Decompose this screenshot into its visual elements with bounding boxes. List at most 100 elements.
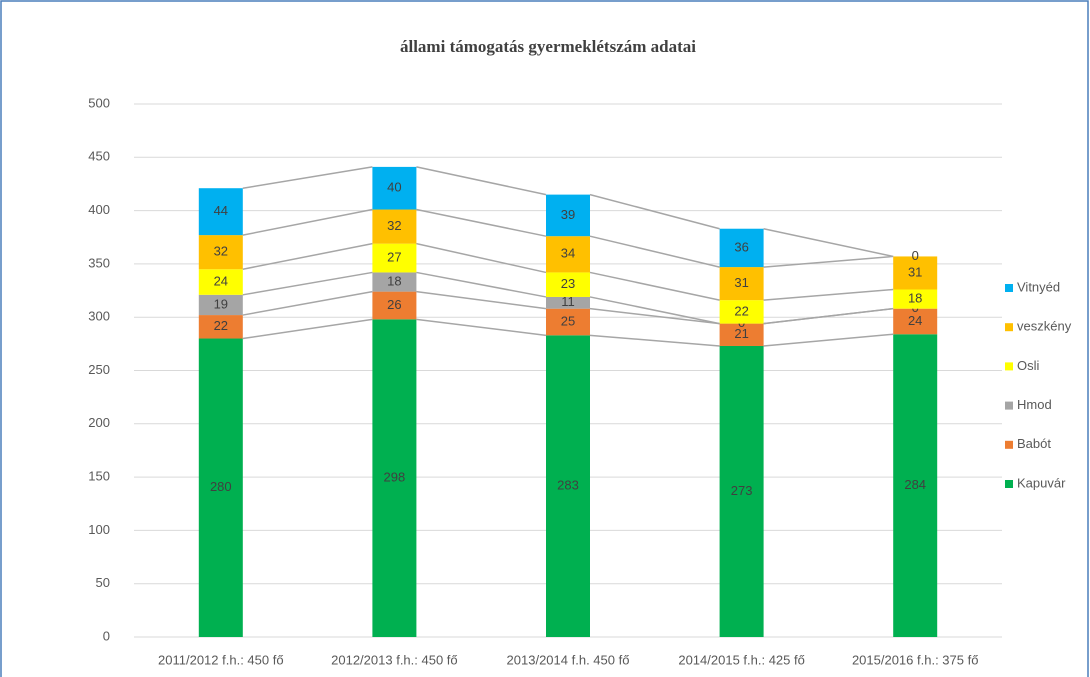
series-line <box>589 271 720 301</box>
bar-segment <box>719 300 764 324</box>
data-label: 19 <box>214 296 228 311</box>
data-label: 34 <box>561 246 575 261</box>
bar-segment <box>546 296 590 309</box>
bar-segment <box>372 166 417 210</box>
y-tick-label: 400 <box>88 202 110 217</box>
data-label: 11 <box>561 294 575 309</box>
series-line <box>589 296 720 325</box>
series-line <box>589 307 720 325</box>
legend-swatch <box>1005 323 1013 332</box>
legend-swatch <box>1005 284 1013 292</box>
y-tick-label: 150 <box>88 469 110 484</box>
bar-segment <box>719 323 764 346</box>
chart-title: állami támogatás gyermeklétszám adatai <box>400 37 696 56</box>
bar-segment <box>893 256 938 290</box>
series-line <box>763 333 894 347</box>
x-tick-label: 2014/2015 f.h.: 425 fő <box>678 652 805 667</box>
bar-segment <box>893 334 938 637</box>
data-label: 18 <box>908 291 922 306</box>
series-line <box>763 255 894 268</box>
y-tick-label: 450 <box>88 149 110 164</box>
series-line <box>242 290 373 316</box>
data-label: 273 <box>731 483 753 498</box>
bar-segment <box>546 308 590 336</box>
series-line <box>242 271 373 296</box>
series-line <box>763 288 894 301</box>
data-label: 22 <box>734 303 748 318</box>
legend-label: Vitnyéd <box>1017 279 1060 294</box>
y-tick-label: 200 <box>88 415 110 430</box>
series-line <box>589 235 720 268</box>
data-label: 0 <box>912 248 919 263</box>
data-label: 23 <box>561 276 575 291</box>
y-tick-label: 500 <box>88 95 110 110</box>
bar-segment <box>893 289 938 309</box>
data-label: 31 <box>734 275 748 290</box>
bar-segment <box>198 315 243 339</box>
y-tick-label: 250 <box>88 362 110 377</box>
y-tick-label: 100 <box>88 522 110 537</box>
data-label: 284 <box>904 477 926 492</box>
bar-segment <box>198 235 243 270</box>
data-label: 26 <box>387 297 401 312</box>
legend-label: veszkény <box>1017 319 1072 334</box>
bar-segment <box>719 345 764 637</box>
x-tick-label: 2011/2012 f.h.: 450 fő <box>158 652 284 667</box>
data-label: 44 <box>214 203 228 218</box>
bar-segment <box>546 335 590 637</box>
series-line <box>763 307 894 325</box>
data-label: 280 <box>210 479 232 494</box>
bar-segment <box>546 272 590 297</box>
series-line <box>416 271 547 298</box>
bar-segment <box>372 209 417 244</box>
series-line <box>242 242 373 270</box>
data-label: 32 <box>214 244 228 259</box>
legend-label: Osli <box>1017 358 1040 373</box>
x-tick-label: 2012/2013 f.h.: 450 fő <box>331 652 458 667</box>
bar-segment <box>372 319 417 637</box>
data-label: 31 <box>908 264 922 279</box>
data-label: 25 <box>561 313 575 328</box>
bar-segment <box>372 243 417 273</box>
data-label: 22 <box>214 318 228 333</box>
legend-label: Babót <box>1017 436 1051 451</box>
bar-segment <box>893 308 938 335</box>
y-tick-label: 50 <box>96 575 110 590</box>
data-label: 36 <box>734 239 748 254</box>
y-tick-label: 0 <box>103 628 110 643</box>
data-label: 32 <box>387 218 401 233</box>
data-label: 27 <box>387 249 401 264</box>
series-line <box>242 166 373 189</box>
x-tick-label: 2015/2016 f.h.: 375 fő <box>852 652 979 667</box>
legend-label: Kapuvár <box>1017 475 1066 490</box>
data-label: 18 <box>387 273 401 288</box>
legend-swatch <box>1005 440 1013 449</box>
series-line <box>416 166 547 196</box>
bar-segment <box>198 294 243 316</box>
bar-segment <box>719 267 764 301</box>
series-line <box>416 290 547 310</box>
bar-segment <box>372 291 417 320</box>
data-label: 21 <box>734 326 748 341</box>
bar-segment <box>372 272 417 292</box>
series-line <box>416 242 547 274</box>
series-line <box>416 208 547 237</box>
bar-segment <box>719 228 764 268</box>
series-line <box>763 227 894 258</box>
data-label: 39 <box>561 207 575 222</box>
bar-segment <box>546 236 590 273</box>
data-label: 40 <box>387 180 401 195</box>
data-label: 24 <box>908 313 922 328</box>
data-label: 24 <box>214 273 228 288</box>
legend-swatch <box>1005 401 1013 410</box>
bar-segment <box>198 188 243 236</box>
series-line <box>589 334 720 347</box>
series-line <box>242 208 373 236</box>
y-tick-label: 350 <box>88 255 110 270</box>
bar-segment <box>198 269 243 295</box>
x-tick-label: 2013/2014 f.h. 450 fő <box>507 652 630 667</box>
data-label: 283 <box>557 478 579 493</box>
data-label: 298 <box>384 470 406 485</box>
bar-segment <box>198 338 243 637</box>
